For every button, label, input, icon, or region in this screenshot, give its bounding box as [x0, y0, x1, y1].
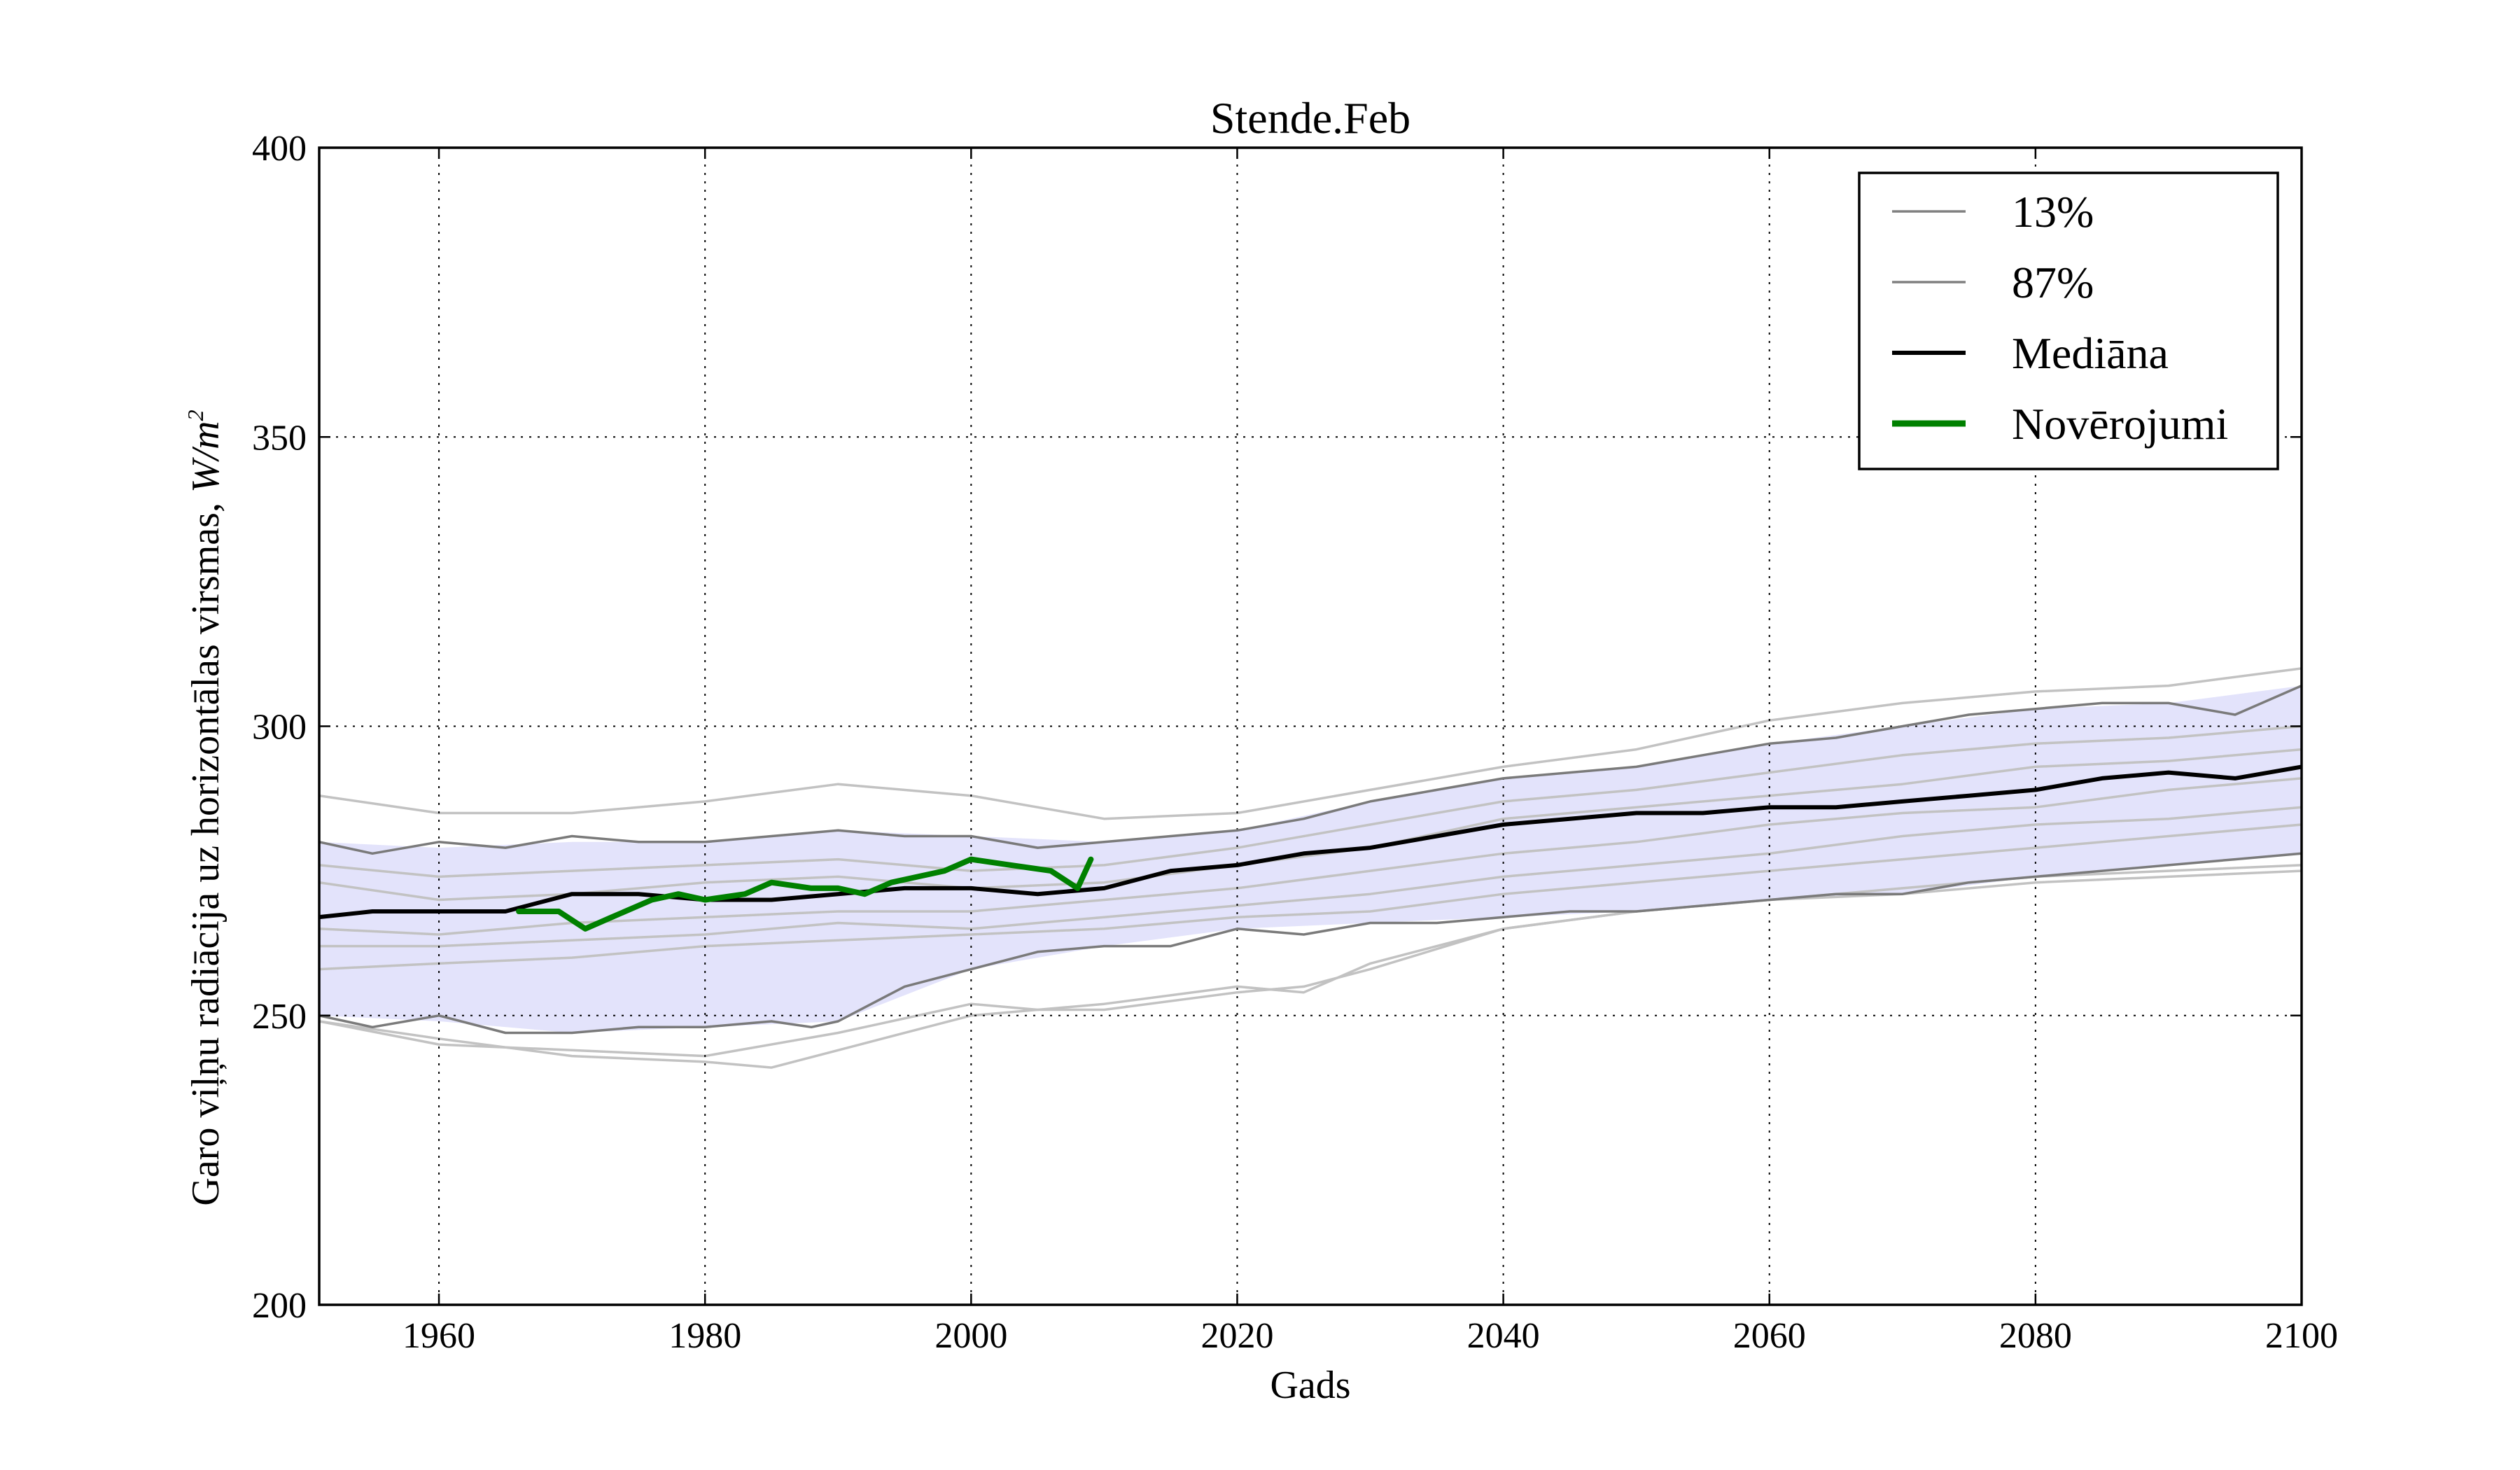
- series-line-medi-na: [319, 764, 2302, 920]
- x-tick-label: 2040: [1467, 1316, 1540, 1356]
- uncertainty-band: [319, 685, 2302, 1033]
- legend-label: Mediāna: [2012, 328, 2169, 378]
- y-tick-label: 200: [252, 1286, 307, 1326]
- x-tick-label: 1980: [668, 1316, 741, 1356]
- plot-area: [319, 148, 2302, 1305]
- x-tick-label: 2080: [1999, 1316, 2072, 1356]
- legend-box: [1858, 172, 2279, 470]
- y-axis-title-text: Garo viļņu radiācija uz horizontālas vir…: [184, 493, 227, 1206]
- ensemble-member-line-3: [319, 748, 2302, 902]
- y-tick-label: 300: [252, 708, 307, 748]
- y-axis-title: Garo viļņu radiācija uz horizontālas vir…: [183, 410, 227, 1205]
- x-tick-label: 2020: [1200, 1316, 1273, 1356]
- axes: 1960 1980 2000 2020 2040 2060 2080 2100 200 250 30…: [252, 129, 2338, 1356]
- y-tick-label: 350: [252, 418, 307, 458]
- series-line-nov-rojumi: [516, 856, 1094, 932]
- x-tick-label: 2000: [934, 1316, 1007, 1356]
- legend: 13% 87% Mediāna Novērojumi: [1858, 172, 2279, 470]
- ensemble-member-line-8: [319, 864, 2302, 1069]
- ensemble-member-line-5: [319, 806, 2302, 948]
- ensemble-member-line-1: [319, 667, 2302, 820]
- y-axis-title-unit-exponent: 2: [183, 410, 208, 421]
- x-tick-label: 1960: [402, 1316, 475, 1356]
- x-tick-label: 2100: [2265, 1316, 2338, 1356]
- y-axis-title-unit: W/m: [184, 421, 227, 493]
- ensemble-member-line-2: [319, 724, 2302, 878]
- chart-title: Stende.Feb: [1210, 93, 1410, 143]
- series-line-13: [319, 852, 2302, 1035]
- legend-label: 87%: [2012, 258, 2094, 307]
- ensemble-member-line-6: [319, 823, 2302, 971]
- series-line-87: [319, 684, 2302, 855]
- ensemble-member-line-4: [319, 777, 2302, 936]
- legend-label: Novērojumi: [2012, 399, 2228, 449]
- x-tick-label: 2060: [1733, 1316, 1806, 1356]
- legend-label: 13%: [2012, 187, 2094, 237]
- y-tick-label: 250: [252, 997, 307, 1037]
- x-axis-title: Gads: [1270, 1364, 1350, 1407]
- y-tick-label: 400: [252, 129, 307, 169]
